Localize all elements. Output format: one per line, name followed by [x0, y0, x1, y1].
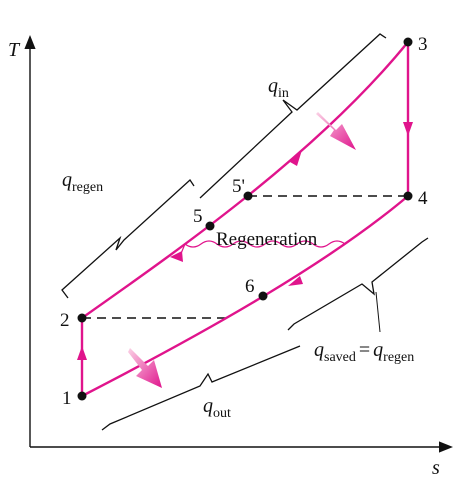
- q-saved-sub2: regen: [383, 350, 414, 365]
- t-axis-label: T: [8, 39, 21, 61]
- brace-q-in: [199, 33, 387, 199]
- regeneration-arrow: [179, 240, 346, 257]
- point-2: [77, 313, 87, 323]
- heat-out-arrow: [128, 348, 162, 388]
- arrow-3-4: [403, 122, 413, 136]
- q-saved-label: qsaved = qregen: [314, 339, 414, 365]
- q-saved-equals: =: [359, 339, 370, 361]
- label-4: 4: [418, 188, 428, 209]
- q-regen-symbol: q: [62, 169, 72, 191]
- q-in-symbol: q: [268, 75, 278, 97]
- label-5: 5: [193, 206, 203, 227]
- point-6: [258, 291, 268, 301]
- label-2: 2: [60, 310, 70, 331]
- q-in-label: qin: [268, 75, 289, 101]
- point-5prime: [243, 191, 253, 201]
- q-saved-symbol2: q: [373, 339, 383, 361]
- q-in-sub: in: [278, 86, 289, 101]
- label-3: 3: [418, 34, 428, 55]
- q-saved-sub: saved: [324, 350, 356, 365]
- label-5prime: 5': [232, 176, 245, 197]
- q-out-symbol: q: [203, 395, 213, 417]
- brace-q-out: [101, 345, 301, 431]
- label-1: 1: [62, 388, 72, 409]
- heat-in-arrow: [316, 112, 356, 150]
- q-saved-leader: [375, 291, 381, 333]
- point-3: [403, 37, 413, 47]
- arrow-2-3: [290, 150, 302, 166]
- regeneration-arrowhead: [170, 251, 183, 262]
- label-6: 6: [245, 276, 255, 297]
- point-1: [77, 391, 87, 401]
- arrow-4-1: [288, 276, 303, 286]
- brace-q-regen: [61, 179, 195, 299]
- q-regen-sub: regen: [72, 180, 103, 195]
- q-out-label: qout: [203, 395, 231, 421]
- regeneration-label: Regeneration: [216, 229, 318, 250]
- s-axis-label: s: [432, 457, 440, 479]
- point-5: [205, 221, 215, 231]
- q-regen-label: qregen: [62, 169, 103, 195]
- brace-q-saved: [287, 237, 429, 331]
- point-4: [403, 191, 413, 201]
- q-saved-symbol: q: [314, 339, 324, 361]
- process-2-3: [81, 41, 409, 319]
- q-out-sub: out: [213, 406, 231, 421]
- arrow-1-2: [77, 346, 87, 360]
